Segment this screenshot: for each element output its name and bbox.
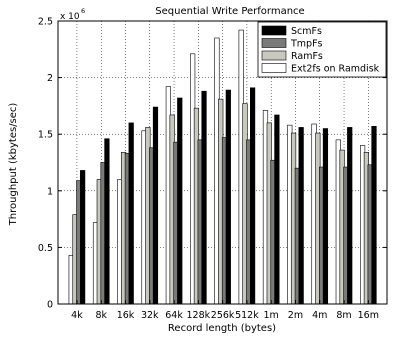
- x-tick-label: 16k: [117, 310, 135, 321]
- x-tick-label: 8m: [336, 310, 351, 321]
- y-axis-label: Throughput (kbytes/sec): [8, 103, 19, 227]
- y-tick-label: 0.5: [38, 243, 53, 254]
- legend-swatch: [261, 63, 287, 73]
- y-axis-multiplier: x 10 6: [60, 7, 85, 22]
- x-tick-label: 32k: [141, 310, 159, 321]
- x-tick-label: 8k: [95, 310, 107, 321]
- bar-scmfs-2m: [298, 127, 304, 305]
- legend-label: TmpFs: [290, 39, 323, 50]
- y-tick-label: 2.5: [38, 17, 53, 28]
- bar-scmfs-8k: [104, 138, 110, 305]
- y-axis-ticks: 0 0.5 1 1.5 2 2.5: [38, 17, 387, 311]
- y-tick-label: 1.5: [38, 130, 53, 141]
- y-tick-label: 0: [47, 300, 53, 311]
- y-tick-label: 1: [47, 186, 53, 197]
- legend-label: ScmFs: [291, 26, 322, 37]
- x-tick-label: 4k: [71, 310, 83, 321]
- legend-label: RamFs: [291, 51, 323, 62]
- y-multiplier-base: x 10: [60, 12, 80, 22]
- x-tick-label: 16m: [358, 310, 379, 321]
- bar-scmfs-128k: [201, 90, 207, 305]
- x-axis-label: Record length (bytes): [168, 323, 276, 334]
- y-tick-label: 2: [47, 73, 53, 84]
- bar-scmfs-64k: [177, 97, 183, 305]
- legend-swatch: [261, 50, 287, 61]
- x-tick-label: 4m: [312, 310, 327, 321]
- legend-label: Ext2fs on Ramdisk: [291, 64, 380, 75]
- bar-scmfs-16m: [371, 125, 377, 305]
- chart-title: Sequential Write Performance: [155, 6, 304, 17]
- y-multiplier-exponent: 6: [81, 7, 85, 15]
- x-axis-ticks: 4k 8k 16k 32k 64k 128k 256k 512k 1m 2m 4m 8m 16m: [71, 300, 379, 321]
- x-tick-label: 128k: [187, 310, 211, 321]
- bar-scmfs-16k: [128, 122, 134, 305]
- x-tick-label: 2m: [288, 310, 303, 321]
- x-tick-label: 256k: [211, 310, 235, 321]
- bar-scmfs-1m: [274, 114, 280, 305]
- x-tick-label: 1m: [264, 310, 279, 321]
- bar-scmfs-512k: [250, 87, 256, 305]
- bar-scmfs-32k: [152, 106, 159, 305]
- x-tick-label: 512k: [235, 310, 259, 321]
- bar-scmfs-256k: [225, 89, 231, 305]
- bar-scmfs-4k: [80, 170, 86, 305]
- bar-scmfs-8m: [347, 127, 353, 305]
- x-tick-label: 64k: [165, 310, 183, 321]
- bar-scmfs-4m: [322, 128, 329, 305]
- legend-swatch: [261, 25, 287, 36]
- bars: [68, 29, 377, 305]
- legend-swatch: [261, 38, 287, 48]
